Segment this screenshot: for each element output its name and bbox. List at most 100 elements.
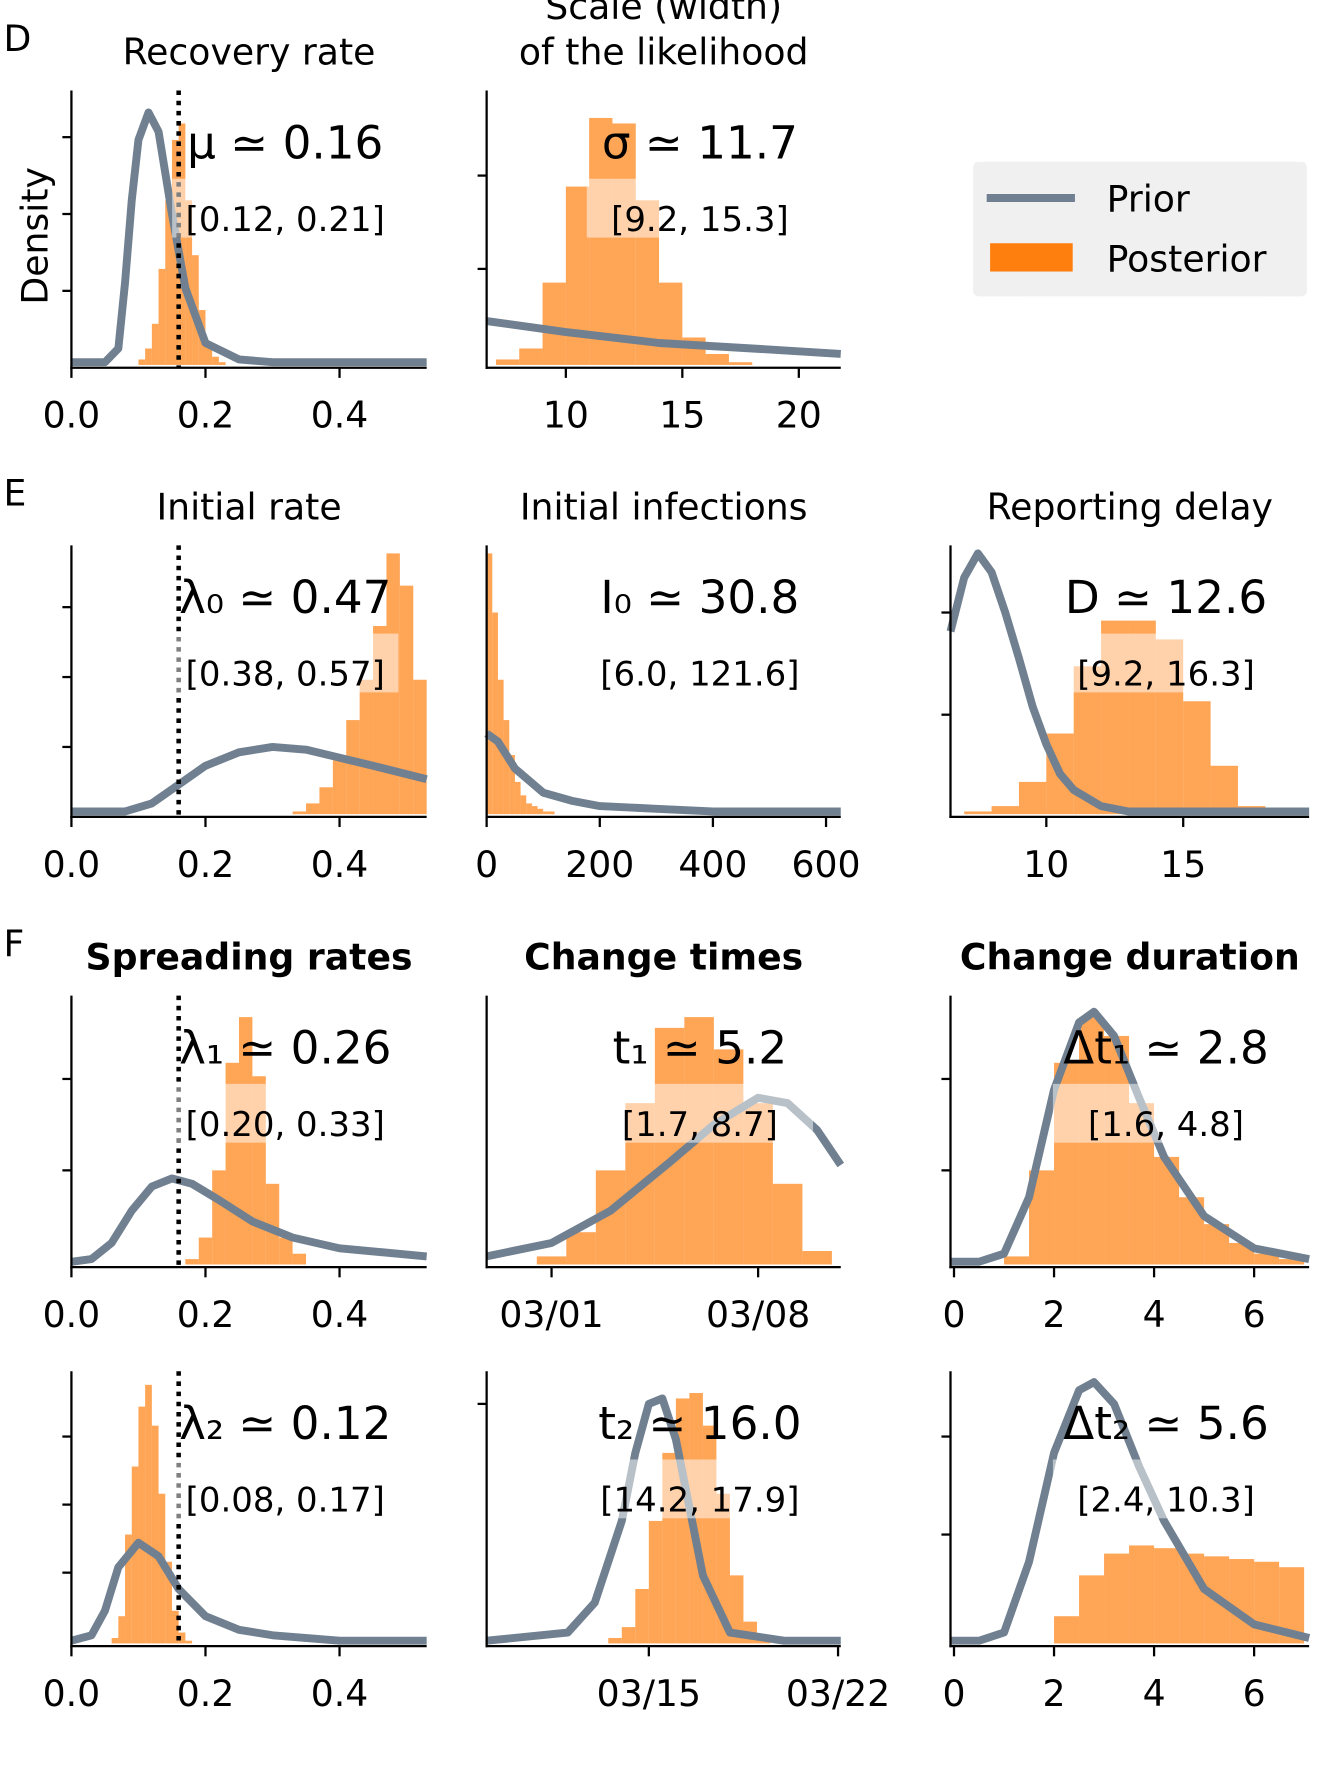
panel-title: Scale (width)	[545, 0, 782, 28]
panel-title: Spreading rates	[86, 936, 413, 979]
posterior-bar	[543, 811, 549, 815]
interval: [0.12, 0.21]	[186, 200, 385, 240]
posterior-bar	[185, 200, 193, 365]
posterior-bar	[399, 585, 414, 815]
annotation: t₁ ≃ 5.2	[613, 1021, 788, 1074]
annotation: λ₂ ≃ 0.12	[179, 1397, 391, 1450]
posterior-bar	[218, 362, 226, 365]
panel-title: Reporting delay	[987, 485, 1273, 528]
posterior-bar	[991, 806, 1019, 815]
posterior-bar	[145, 348, 152, 365]
posterior-bar	[1279, 1259, 1305, 1265]
posterior-bar	[542, 282, 566, 365]
x-tick-label: 0.0	[43, 843, 101, 886]
posterior-bar	[1104, 1553, 1130, 1644]
annotation: t₂ ≃ 16.0	[598, 1397, 801, 1450]
annotation-box	[586, 178, 814, 238]
x-tick-label: 6	[1243, 1293, 1266, 1336]
annotation-box	[172, 178, 399, 238]
panel-title: of the likelihood	[519, 30, 809, 73]
panel: σ ≃ 11.7 [9.2, 15.3] 10 15 20 Scale (width)of…	[477, 0, 842, 437]
interval: [0.08, 0.17]	[186, 1481, 385, 1521]
posterior-bar	[212, 1170, 226, 1265]
posterior-bar	[537, 808, 544, 815]
posterior-bar	[635, 1588, 649, 1644]
prior-curve	[950, 1378, 1311, 1645]
annotation: I₀ ≃ 30.8	[600, 571, 799, 624]
panel: t₁ ≃ 5.2 [1.7, 8.7] 03/01 03/08 Change times	[485, 936, 845, 1336]
posterior-bar	[138, 1406, 146, 1644]
posterior-bar	[125, 1534, 132, 1644]
legend-label: Posterior	[1107, 238, 1267, 281]
interval: [1.7, 8.7]	[622, 1105, 778, 1145]
posterior-bar	[165, 1561, 172, 1644]
posterior-bar	[359, 679, 374, 815]
interval: [9.2, 16.3]	[1077, 655, 1255, 695]
panel: λ₁ ≃ 0.26 [0.20, 0.33] 0.0 0.2 0.4 Spreading …	[4, 922, 428, 1336]
posterior-bar	[729, 1575, 744, 1644]
posterior-bar	[131, 1466, 139, 1644]
prior-curve	[486, 317, 842, 358]
panel-letter: E	[4, 472, 27, 515]
posterior-bar	[118, 1616, 126, 1644]
panel: I₀ ≃ 30.8 [6.0, 121.6] 0 200 400 600 Initial i…	[475, 485, 860, 886]
posterior-bar	[1129, 1545, 1155, 1644]
panel-letter: F	[4, 922, 25, 965]
x-tick-label: 15	[1160, 843, 1206, 886]
panel-title: Initial infections	[520, 485, 808, 528]
posterior-bar	[964, 811, 992, 815]
annotation-box	[586, 633, 814, 693]
posterior-bar	[1154, 1548, 1180, 1644]
x-tick-label: 0.2	[177, 843, 235, 886]
x-tick-label: 03/22	[786, 1672, 890, 1715]
posterior-bar	[1054, 1616, 1080, 1644]
prior-curve	[70, 1174, 428, 1266]
panel: Δt₁ ≃ 2.8 [1.6, 4.8] 0 2 4 6 Change duration	[941, 936, 1310, 1336]
posterior-bar	[654, 1027, 685, 1265]
posterior-bar	[608, 1637, 622, 1644]
x-tick-label: 600	[792, 843, 861, 886]
panel-letter: D	[4, 17, 32, 60]
annotation-box	[586, 1083, 814, 1143]
prior-curve	[486, 1394, 841, 1645]
x-tick-label: 0.4	[311, 843, 369, 886]
posterior-bar	[1229, 1559, 1255, 1644]
annotation: λ₀ ≃ 0.47	[179, 571, 391, 624]
x-tick-label: 0.4	[311, 1672, 369, 1715]
posterior-bar	[486, 553, 493, 815]
legend-label: Prior	[1107, 178, 1190, 221]
annotation: μ ≃ 0.16	[187, 116, 383, 169]
x-tick-label: 0.0	[43, 394, 101, 437]
posterior-bar	[492, 612, 498, 815]
annotation-box	[1052, 1083, 1280, 1143]
x-tick-label: 03/15	[597, 1672, 701, 1715]
posterior-bar	[198, 1237, 213, 1265]
x-tick-label: 15	[659, 394, 705, 437]
posterior-bar	[138, 359, 146, 365]
x-tick-label: 0.2	[177, 1293, 235, 1336]
legend-swatch	[990, 243, 1073, 272]
prior-curve	[71, 108, 427, 367]
x-tick-label: 20	[776, 394, 822, 437]
x-tick-label: 6	[1243, 1672, 1266, 1715]
posterior-bar	[531, 806, 538, 815]
x-tick-label: 0.2	[177, 394, 235, 437]
prior-curve	[70, 1538, 427, 1645]
posterior-bar	[292, 811, 307, 815]
posterior-bar	[514, 781, 521, 815]
posterior-bar	[178, 1632, 186, 1644]
prior-curve	[71, 742, 428, 816]
posterior-bar	[413, 679, 427, 815]
posterior-bar	[702, 1425, 717, 1644]
x-tick-label: 10	[543, 394, 589, 437]
posterior-bar	[165, 200, 172, 365]
posterior-bar	[565, 186, 590, 365]
annotation: Δt₁ ≃ 2.8	[1063, 1021, 1268, 1074]
posterior-bar	[1104, 1035, 1130, 1265]
annotation-box	[172, 1083, 399, 1143]
posterior-bar	[185, 1259, 199, 1265]
posterior-bar	[212, 356, 219, 365]
interval: [9.2, 15.3]	[611, 200, 789, 240]
x-tick-label: 0.0	[43, 1293, 101, 1336]
